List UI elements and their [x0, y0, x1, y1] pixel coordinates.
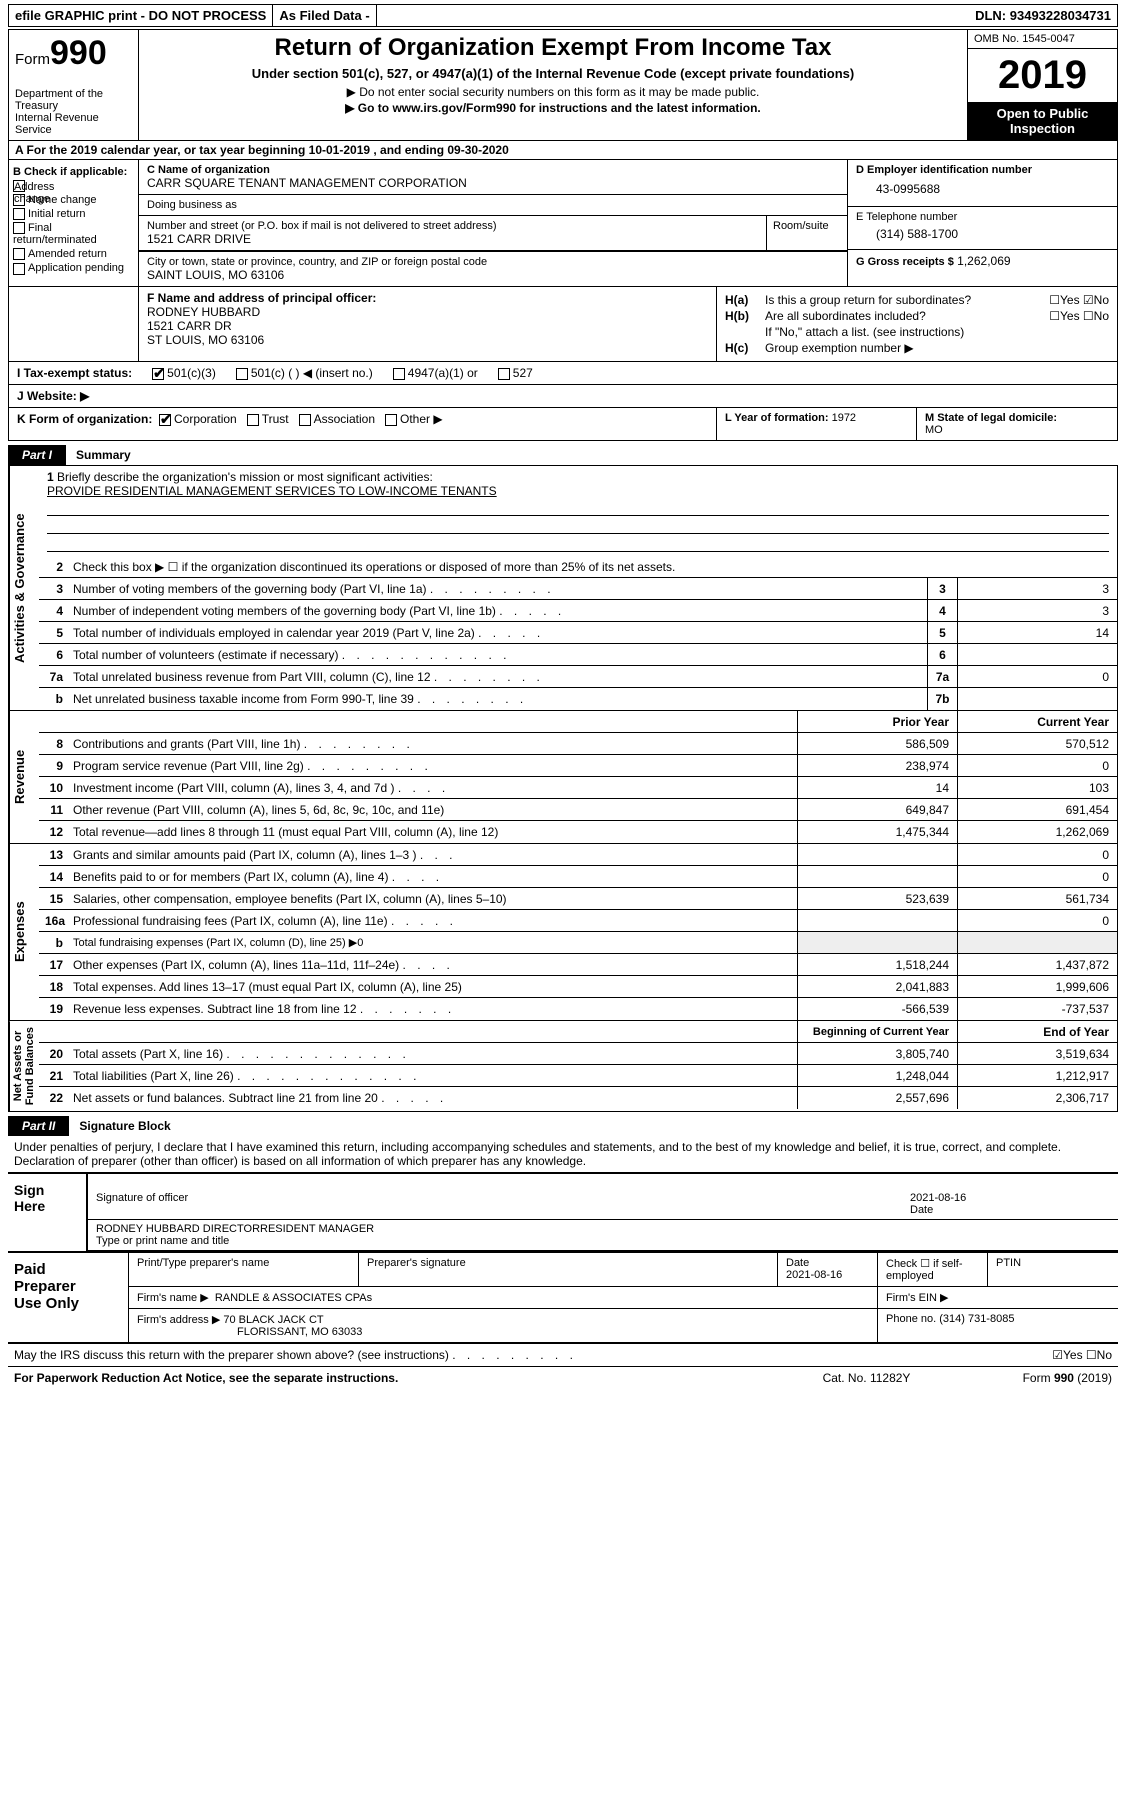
perjury-declaration: Under penalties of perjury, I declare th…: [8, 1136, 1118, 1172]
omb-number: OMB No. 1545-0047: [968, 30, 1117, 49]
part1-header: Part I Summary: [8, 445, 1118, 465]
h-a-yesno[interactable]: ☐Yes ☑No: [989, 293, 1109, 307]
section-e-phone: E Telephone number (314) 588-1700: [848, 207, 1117, 250]
section-d-ein: D Employer identification number 43-0995…: [848, 160, 1117, 207]
open-inspection-badge: Open to PublicInspection: [968, 102, 1117, 140]
room-suite: Room/suite: [767, 216, 847, 250]
cb-amended-return[interactable]: Amended return: [13, 248, 134, 260]
net-assets-section: Net Assets orFund Balances Beginning of …: [8, 1021, 1118, 1112]
cb-final-return[interactable]: Final return/terminated: [13, 222, 134, 246]
info-grid: B Check if applicable: Address change Na…: [8, 160, 1118, 287]
form-header: Form990 Department of theTreasuryInterna…: [8, 29, 1118, 141]
form-note1: ▶ Do not enter social security numbers o…: [149, 85, 957, 99]
efile-notice: efile GRAPHIC print - DO NOT PROCESS: [9, 5, 273, 26]
section-b: B Check if applicable: Address change Na…: [9, 160, 139, 286]
cb-corporation[interactable]: Corporation: [159, 412, 237, 426]
irs-discuss-row: May the IRS discuss this return with the…: [8, 1344, 1118, 1366]
section-j-website: J Website: ▶: [8, 385, 1118, 408]
form-title: Return of Organization Exempt From Incom…: [149, 34, 957, 62]
topbar: efile GRAPHIC print - DO NOT PROCESS As …: [8, 4, 1118, 27]
section-m-domicile: M State of legal domicile:MO: [917, 408, 1117, 440]
section-g-receipts: G Gross receipts $ 1,262,069: [848, 250, 1117, 272]
section-l-formation: L Year of formation: 1972: [717, 408, 917, 440]
tax-year: 2019: [968, 49, 1117, 102]
cb-501c[interactable]: 501(c) ( ) ◀ (insert no.): [236, 366, 373, 380]
form-note2: ▶ Go to www.irs.gov/Form990 for instruct…: [149, 101, 957, 115]
line-1-mission: 1 Briefly describe the organization's mi…: [39, 466, 1117, 556]
dept-label: Department of theTreasuryInternal Revenu…: [15, 88, 132, 136]
footer-line: For Paperwork Reduction Act Notice, see …: [8, 1366, 1118, 1389]
signature-officer-label: Signature of officer: [96, 1192, 910, 1216]
cb-4947[interactable]: 4947(a)(1) or: [393, 366, 478, 380]
f-h-row: F Name and address of principal officer:…: [8, 287, 1118, 362]
section-i-tax-status: I Tax-exempt status: 501(c)(3) 501(c) ( …: [8, 362, 1118, 385]
part2-header: Part II Signature Block: [8, 1116, 1118, 1136]
cb-association[interactable]: Association: [299, 412, 375, 426]
activities-governance-section: Activities & Governance 1 Briefly descri…: [8, 465, 1118, 711]
cb-trust[interactable]: Trust: [247, 412, 289, 426]
section-k-org-form: K Form of organization: Corporation Trus…: [9, 408, 717, 440]
section-a-year: A For the 2019 calendar year, or tax yea…: [8, 141, 1118, 160]
sign-here-block: SignHere Signature of officer 2021-08-16…: [8, 1172, 1118, 1251]
cb-address-change[interactable]: Address change: [13, 180, 134, 192]
cb-501c3[interactable]: 501(c)(3): [152, 366, 216, 380]
asfiled-label: As Filed Data -: [273, 5, 376, 26]
cb-application-pending[interactable]: Application pending: [13, 262, 134, 274]
form-subtitle: Under section 501(c), 527, or 4947(a)(1)…: [149, 66, 957, 81]
cb-initial-return[interactable]: Initial return: [13, 208, 134, 220]
revenue-section: Revenue Prior YearCurrent Year 8Contribu…: [8, 711, 1118, 844]
dba-row: Doing business as: [139, 195, 847, 216]
address-field: Number and street (or P.O. box if mail i…: [139, 216, 767, 250]
irs-link[interactable]: www.irs.gov/Form990: [392, 101, 516, 115]
expenses-section: Expenses 13Grants and similar amounts pa…: [8, 844, 1118, 1021]
cb-527[interactable]: 527: [498, 366, 533, 380]
paid-preparer-block: PaidPreparerUse Only Print/Type preparer…: [8, 1251, 1118, 1344]
dln: DLN: 93493228034731: [969, 5, 1117, 26]
section-h: H(a)Is this a group return for subordina…: [717, 287, 1117, 361]
form-label: Form990: [15, 34, 132, 73]
section-f-officer: F Name and address of principal officer:…: [139, 287, 717, 361]
city-field: City or town, state or province, country…: [139, 251, 847, 286]
cb-other[interactable]: Other ▶: [385, 412, 443, 426]
section-c-name: C Name of organization CARR SQUARE TENAN…: [139, 160, 847, 195]
h-b-yesno[interactable]: ☐Yes ☐No: [989, 309, 1109, 323]
klm-row: K Form of organization: Corporation Trus…: [8, 408, 1118, 441]
irs-discuss-yesno[interactable]: ☑Yes ☐No: [1052, 1348, 1112, 1362]
